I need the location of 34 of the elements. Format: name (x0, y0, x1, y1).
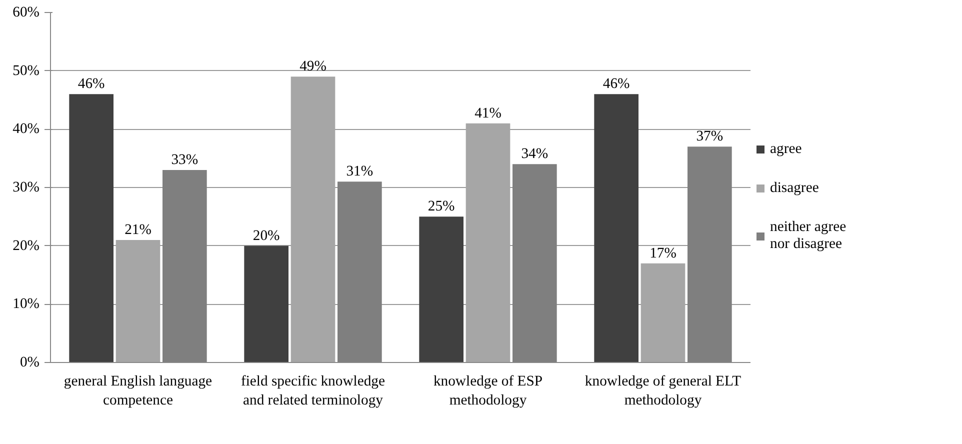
data-label: 25% (428, 198, 455, 215)
bar (640, 263, 686, 362)
y-tick-label: 10% (12, 296, 40, 312)
bar (244, 246, 288, 362)
bar (290, 76, 336, 362)
data-label: 37% (696, 128, 724, 145)
data-label: 49% (300, 58, 326, 75)
data-label: 17% (650, 245, 676, 262)
data-label: 31% (346, 164, 374, 180)
bar (116, 240, 160, 362)
data-label: 20% (252, 228, 280, 244)
legend-label: disagree (770, 180, 819, 196)
data-label: 34% (521, 146, 548, 162)
bar (419, 216, 464, 362)
data-label: 33% (171, 152, 198, 168)
x-tick-label: general English language competence (64, 374, 212, 409)
bar (69, 94, 114, 362)
legend-label: neither agree nor disagree (770, 218, 846, 252)
bar (594, 94, 638, 362)
legend-label: agree (770, 140, 802, 158)
bar (466, 123, 510, 362)
data-label: 46% (78, 76, 105, 92)
y-tick-label: 40% (12, 121, 40, 138)
y-tick-label: 50% (12, 62, 40, 79)
data-label: 41% (474, 105, 502, 122)
data-label: 46% (602, 76, 630, 92)
data-label: 21% (124, 222, 152, 238)
y-tick-label: 30% (12, 180, 40, 196)
x-tick-label: knowledge of general ELT methodology (584, 374, 742, 409)
y-tick-label: 60% (12, 4, 40, 20)
x-tick-label: field specific knowledge and related terminology (240, 374, 386, 409)
y-tick-label: 0% (20, 354, 40, 370)
y-tick-label: 20% (12, 238, 40, 254)
x-tick-label: knowledge of ESP methodology (433, 374, 543, 409)
